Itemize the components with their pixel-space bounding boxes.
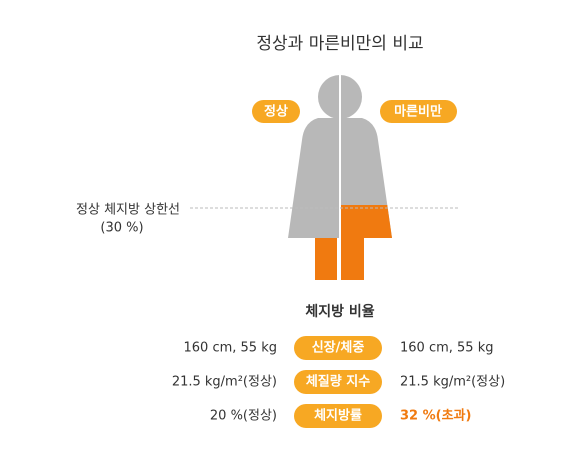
left-value: 21.5 kg/m²(정상) xyxy=(172,375,277,390)
table: 160 cm, 55 kg 신장/체중 160 cm, 55 kg 21.5 kg/m… xyxy=(172,336,505,428)
threshold-value: (30 %) xyxy=(100,221,143,236)
row-label: 신장/체중 xyxy=(312,340,365,356)
row-label: 체지방률 xyxy=(314,408,362,424)
right-value: 160 cm, 55 kg xyxy=(400,341,493,356)
row-label: 체질량 지수 xyxy=(306,375,370,390)
right-value: 21.5 kg/m²(정상) xyxy=(400,375,505,390)
label-pill xyxy=(294,370,382,394)
badge-bg xyxy=(380,100,457,123)
label-pill xyxy=(294,336,382,360)
left-value: 20 %(정상) xyxy=(210,409,277,424)
title: 정상과 마른비만의 비교 xyxy=(256,34,423,54)
table-title: 체지방 비율 xyxy=(305,303,374,320)
right-value: 32 %(초과) xyxy=(400,409,471,424)
badge: 마른비만 xyxy=(394,104,442,120)
badge: 정상 xyxy=(264,104,288,120)
left-value: 160 cm, 55 kg xyxy=(184,341,277,356)
label-pill xyxy=(294,404,382,428)
threshold-label: 정상 체지방 상한선 xyxy=(76,203,180,218)
figure xyxy=(288,75,392,282)
badge-bg xyxy=(252,100,300,123)
